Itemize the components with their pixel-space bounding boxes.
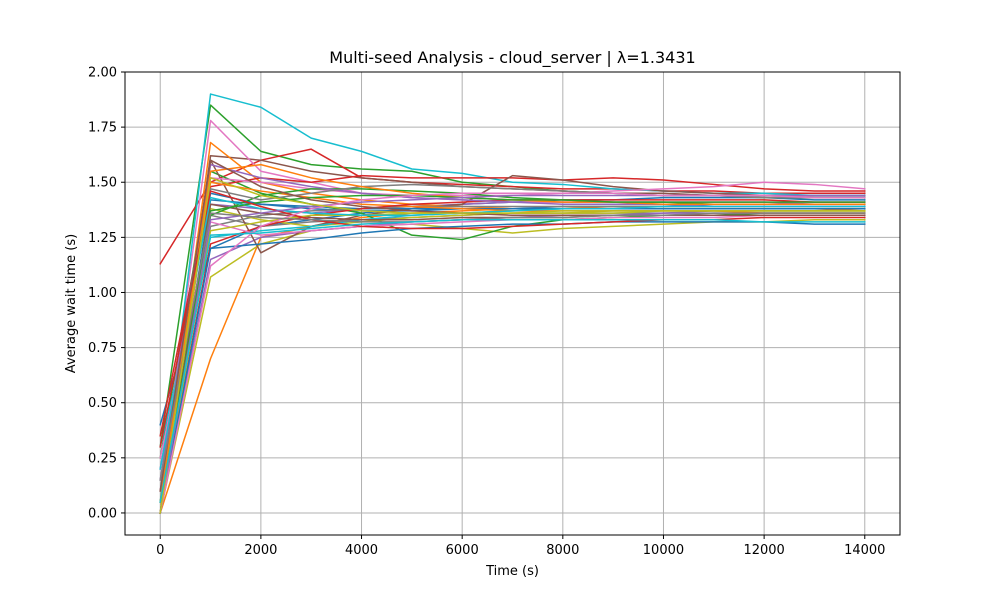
x-tick-label: 0: [156, 543, 164, 558]
series-line: [159, 196, 866, 470]
series-line: [159, 174, 866, 437]
series-line: [159, 201, 866, 503]
y-tick-label: 0.25: [88, 451, 117, 466]
series-line: [159, 205, 866, 492]
x-tick-label: 2000: [244, 543, 277, 558]
x-tick-label: 6000: [446, 543, 479, 558]
series-line: [159, 104, 866, 448]
series-lines: [159, 93, 866, 514]
series-line: [159, 210, 866, 514]
axes-frame: [124, 71, 901, 536]
x-tick-label: 12000: [743, 543, 784, 558]
x-tick-label: 8000: [546, 543, 579, 558]
series-line: [159, 199, 866, 514]
series-line: [159, 192, 866, 514]
series-line: [159, 194, 866, 514]
series-line: [159, 218, 866, 503]
series-line: [159, 196, 866, 426]
y-tick-label: 1.00: [88, 286, 117, 301]
x-axis-label: Time (s): [485, 564, 539, 579]
series-line: [159, 93, 866, 503]
series-line: [159, 177, 866, 514]
y-tick-label: 1.50: [88, 176, 117, 191]
y-tick-label: 1.75: [88, 121, 117, 136]
series-line: [159, 199, 866, 514]
series-line: [159, 218, 866, 514]
series-line: [159, 205, 866, 514]
series-line: [159, 190, 866, 448]
series-line: [159, 221, 866, 514]
series-line: [159, 214, 866, 459]
x-tick-label: 4000: [345, 543, 378, 558]
series-line: [159, 207, 866, 448]
series-line: [159, 207, 866, 514]
ticks: 0 2000 4000 6000 8000 10000 12000 14000 0.00 0.25…: [88, 66, 885, 559]
y-axis-label: Average wait time (s): [64, 234, 79, 373]
x-tick-label: 14000: [844, 543, 885, 558]
y-tick-label: 0.50: [88, 396, 117, 411]
y-tick-label: 1.25: [88, 231, 117, 246]
grid: [125, 71, 900, 535]
y-tick-label: 0.75: [88, 341, 117, 356]
y-tick-label: 0.00: [88, 506, 117, 521]
chart-title: Multi-seed Analysis - cloud_server | λ=1…: [329, 48, 695, 68]
series-line: [159, 210, 866, 481]
series-line: [159, 212, 866, 481]
x-tick-label: 10000: [643, 543, 684, 558]
series-line: [159, 159, 866, 492]
series-line: [159, 212, 866, 514]
y-tick-label: 2.00: [88, 66, 117, 81]
